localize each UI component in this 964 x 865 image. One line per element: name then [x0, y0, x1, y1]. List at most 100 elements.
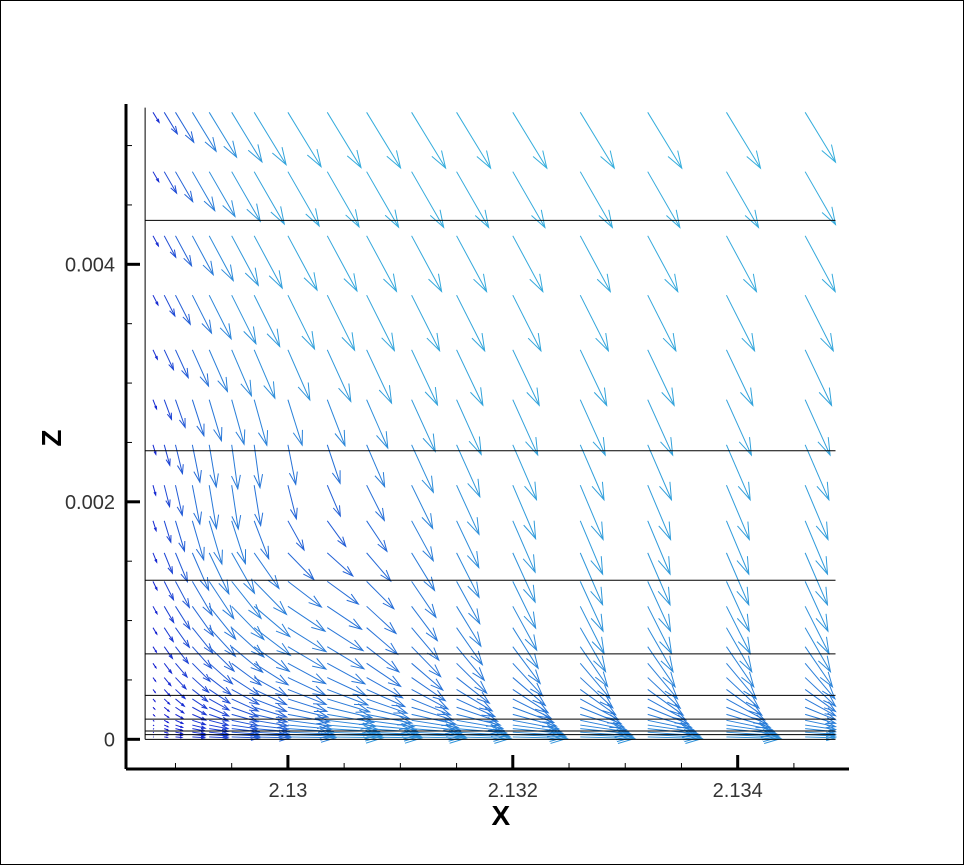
vector-head	[250, 625, 265, 641]
vector-head	[467, 581, 480, 599]
vector-head	[181, 671, 189, 679]
vector-head	[432, 690, 447, 702]
vector-head	[346, 149, 362, 169]
vector-arrow	[327, 662, 367, 685]
vector-arrow	[366, 171, 400, 229]
vector-arrow	[175, 112, 195, 144]
vector-arrow	[208, 171, 236, 218]
vector-head	[398, 719, 416, 731]
vector-shaft	[726, 736, 781, 740]
vector-arrow	[231, 112, 263, 164]
vector-shaft	[456, 171, 490, 228]
vector-shaft	[174, 485, 183, 516]
vector-head	[306, 148, 322, 168]
vector-arrow	[456, 399, 482, 456]
vector-arrow	[253, 688, 289, 706]
vector-shaft	[725, 444, 751, 500]
vector-shaft	[163, 606, 175, 623]
vector-arrow	[175, 731, 184, 735]
vector-shaft	[231, 724, 259, 730]
vector-arrow	[175, 552, 189, 584]
vector-head	[667, 695, 682, 710]
vector-head	[430, 678, 445, 692]
vector-arrow	[326, 605, 363, 631]
vector-shaft	[580, 736, 635, 740]
vector-shaft	[253, 581, 287, 615]
vector-shaft	[456, 698, 496, 718]
vector-head	[745, 695, 761, 710]
vector-shaft	[327, 698, 370, 713]
vector-head	[246, 203, 262, 223]
vector-head	[740, 387, 754, 407]
vector-shaft	[366, 520, 388, 552]
vector-arrow	[253, 399, 269, 447]
vector-arrow	[726, 677, 761, 710]
vector-shaft	[326, 605, 362, 630]
vector-shaft	[208, 294, 232, 340]
vector-head	[195, 546, 205, 562]
vector-head	[199, 577, 210, 592]
vector-arrow	[579, 235, 612, 293]
vector-arrow	[287, 552, 316, 581]
vector-head	[467, 478, 481, 499]
vector-shaft	[287, 706, 329, 718]
vector-arrow	[456, 112, 492, 170]
vector-shaft	[175, 677, 187, 690]
vector-shaft	[411, 724, 461, 731]
vector-head	[750, 709, 766, 721]
vector-shaft	[287, 677, 326, 696]
vector-shaft	[579, 294, 609, 352]
vector-arrow	[287, 399, 303, 447]
vector-arrow	[804, 689, 837, 713]
vector-shaft	[411, 444, 434, 493]
vector-arrow	[647, 520, 671, 576]
vector-shaft	[411, 706, 454, 721]
vector-head	[223, 674, 234, 685]
vector-arrow	[647, 698, 688, 721]
vector-arrow	[253, 552, 280, 590]
vector-head	[822, 684, 836, 701]
vector-head	[203, 624, 215, 638]
vector-arrow	[191, 520, 205, 562]
vector-head	[176, 505, 184, 517]
vector-shaft	[231, 581, 262, 619]
vector-arrow	[152, 294, 159, 307]
vector-shaft	[287, 719, 331, 727]
vector-arrow	[231, 646, 264, 674]
vector-arrow	[152, 349, 159, 361]
vector-head	[658, 521, 672, 541]
vector-arrow	[175, 399, 186, 429]
vector-head	[224, 644, 237, 658]
vector-head	[821, 144, 837, 164]
vector-arrow	[327, 688, 370, 706]
vector-shaft	[805, 719, 836, 728]
vector-arrow	[208, 662, 234, 685]
vector-shaft	[287, 627, 327, 653]
vector-shaft	[411, 581, 437, 618]
vector-shaft	[231, 520, 246, 564]
vector-shaft	[580, 706, 622, 725]
vector-arrow	[647, 171, 681, 229]
vector-head	[468, 436, 482, 456]
vector-arrow	[456, 349, 484, 407]
vector-arrow	[163, 663, 173, 675]
vector-shaft	[152, 444, 157, 455]
vector-head	[154, 649, 158, 654]
vector-shaft	[253, 688, 287, 706]
vector-shaft	[231, 171, 261, 222]
vector-shaft	[647, 235, 679, 292]
vector-head	[736, 586, 750, 607]
vector-arrow	[411, 520, 435, 563]
vector-head	[193, 469, 202, 484]
vector-head	[248, 704, 260, 712]
horizontal-lines-layer	[144, 107, 836, 740]
y-tick-label: 0.002	[65, 492, 115, 514]
vector-shaft	[152, 728, 155, 730]
vector-arrow	[231, 552, 256, 595]
vector-head	[351, 673, 367, 685]
vector-arrow	[456, 520, 480, 569]
vector-shaft	[725, 399, 752, 456]
vector-arrow	[725, 520, 750, 576]
vector-arrow	[366, 698, 409, 714]
